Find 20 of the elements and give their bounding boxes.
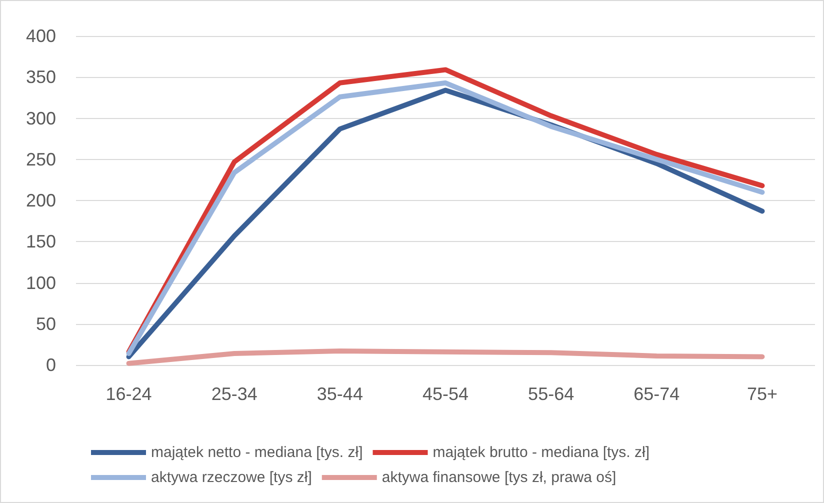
y-tick-label: 400 — [26, 26, 56, 46]
y-tick-label: 0 — [46, 355, 56, 375]
legend-label: majątek brutto - mediana [tys. zł] — [432, 444, 650, 461]
y-tick-label: 100 — [26, 272, 56, 293]
legend-label: aktywa finansowe [tys zł, prawa oś] — [382, 469, 616, 486]
x-tick-label: 25-34 — [211, 384, 258, 404]
y-tick-label: 250 — [26, 149, 56, 170]
y-tick-label: 300 — [26, 108, 56, 128]
x-tick-label: 16-24 — [106, 384, 152, 404]
x-tick-label: 55-64 — [528, 384, 574, 404]
x-tick-label: 65-74 — [634, 384, 680, 404]
y-tick-label: 350 — [26, 67, 56, 88]
legend-label: majątek netto - mediana [tys. zł] — [151, 444, 363, 461]
y-tick-label: 50 — [36, 314, 56, 334]
x-tick-label: 45-54 — [422, 384, 469, 404]
x-tick-label: 35-44 — [316, 384, 363, 404]
y-tick-label: 200 — [26, 190, 56, 210]
y-tick-label: 150 — [26, 232, 56, 252]
legend-label: aktywa rzeczowe [tys zł] — [151, 469, 312, 486]
x-tick-label: 75+ — [746, 384, 778, 404]
